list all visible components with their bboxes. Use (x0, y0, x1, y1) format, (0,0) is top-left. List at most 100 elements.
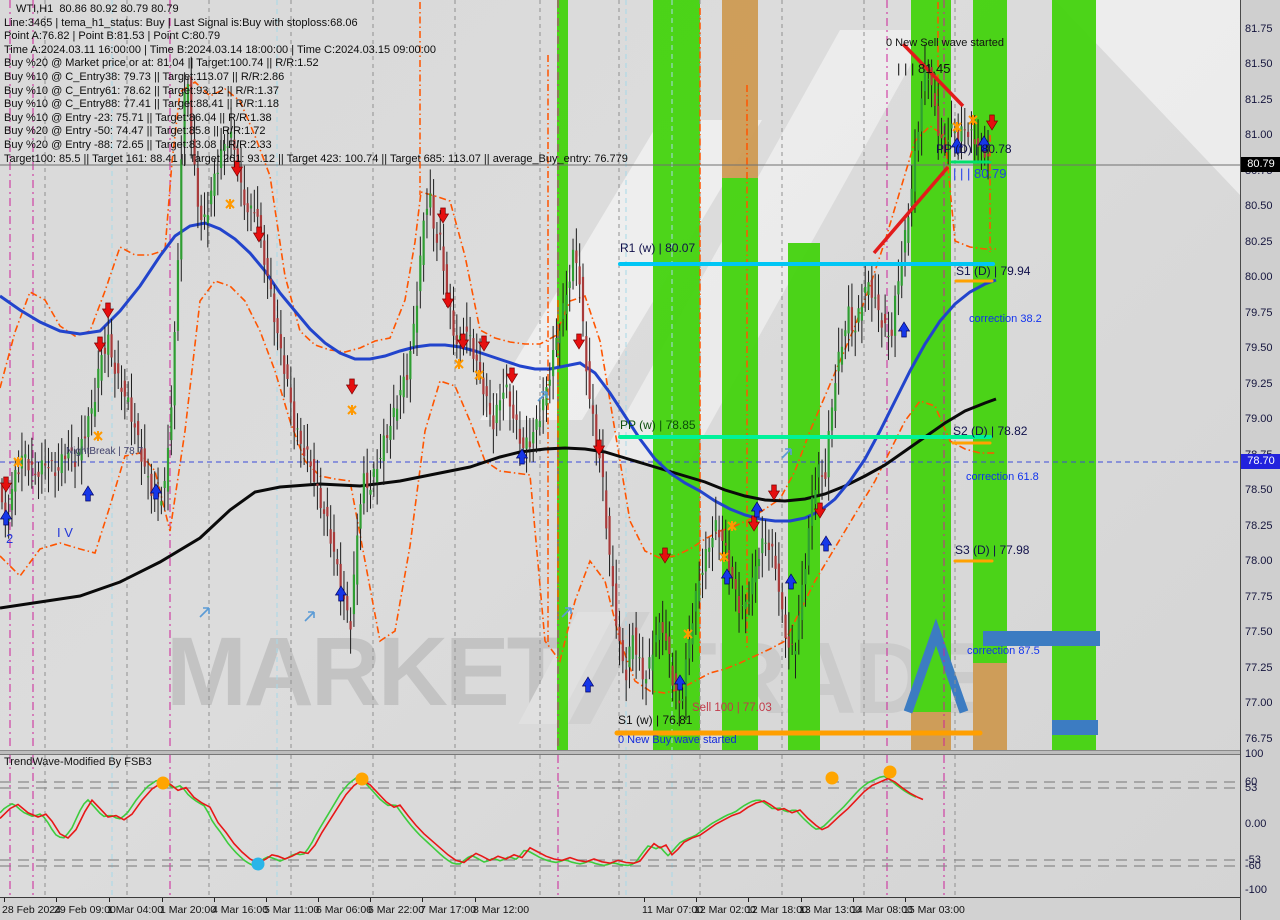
time-axis[interactable]: 28 Feb 2024 29 Feb 09:00 1 Mar 04:00 1 Mar … (0, 897, 1240, 920)
price-tick: 77.25 (1245, 662, 1273, 674)
indicator-tick: 60 (1245, 776, 1258, 788)
wave-peak-dot (156, 776, 170, 790)
panel-splitter[interactable] (0, 750, 1240, 755)
indicator-title: TrendWave-Modified By FSB3 (4, 756, 152, 768)
trendwave-indicator-panel[interactable] (0, 755, 1240, 897)
buy-arrow-icon (784, 573, 798, 590)
info-line: Buy %20 @ Market price or at: 81.04 || T… (4, 57, 319, 70)
wave-peak-dot (355, 772, 369, 786)
time-label: 5 Mar 11:00 (264, 904, 320, 916)
sell-arrow-icon (477, 335, 491, 352)
signal-band-tan (722, 0, 758, 178)
star-marker-icon (93, 431, 103, 441)
star-marker-icon (347, 405, 357, 415)
sell-arrow-icon (767, 484, 781, 501)
symbol-ohlc-line: WTI,H1 80.86 80.92 80.79 80.79 (16, 3, 179, 15)
sell-arrow-icon (230, 160, 244, 177)
buy-arrow-icon (673, 674, 687, 691)
envelope-lower-line (0, 280, 996, 694)
watermark-blue-bar (983, 631, 1100, 646)
time-label: 11 Mar 07:00 (642, 904, 704, 916)
chart-annotation: S2 (D) | 78.82 (953, 424, 1028, 438)
trendwave-red-line (0, 777, 924, 865)
time-label: 4 Mar 16:00 (212, 904, 269, 916)
sell-arrow-icon (572, 333, 586, 350)
time-label: 12 Mar 02:00 (694, 904, 756, 916)
time-tick (853, 898, 854, 902)
price-tick: 79.50 (1245, 342, 1273, 354)
main-chart[interactable] (0, 0, 1240, 750)
info-line: Time A:2024.03.11 16:00:00 | Time B:2024… (4, 43, 436, 56)
info-line: Buy %20 @ Entry -50: 74.47 || Target:85.… (4, 125, 266, 138)
info-line: Target100: 85.5 || Target 161: 88.41 || … (4, 152, 628, 165)
sell-arrow-icon (747, 515, 761, 532)
buy-arrow-icon (581, 676, 595, 693)
chart-annotation: 0 New Buy wave started (618, 734, 737, 746)
watermark-blue-bar (1052, 720, 1098, 735)
sell-arrow-icon (505, 367, 519, 384)
wave-trough-dot (251, 857, 265, 871)
info-line: Buy %10 @ C_Entry38: 79.73 || Target:113… (4, 70, 285, 83)
chart-annotation: 0 New Sell wave started (886, 37, 1004, 49)
time-tick (109, 898, 110, 902)
price-tick: 79.25 (1245, 378, 1273, 390)
price-tick: 77.75 (1245, 591, 1273, 603)
hollow-arrow-icon (561, 607, 572, 618)
time-tick (696, 898, 697, 902)
watermark-letter-a (903, 618, 969, 714)
wave-peak-dot (883, 765, 897, 779)
sell-arrow-icon (592, 439, 606, 456)
chart-annotation: S1 (D) | 79.94 (956, 264, 1031, 278)
price-scale[interactable]: 81.7581.5081.2581.0080.7580.5080.2580.00… (1240, 0, 1280, 920)
buy-arrow-icon (515, 448, 529, 465)
star-marker-icon (454, 359, 464, 369)
info-block: WTI,H1 80.86 80.92 80.79 80.79 Line:3465… (4, 3, 628, 166)
info-line: Point A:76.82 | Point B:81.53 | Point C:… (4, 30, 221, 43)
signal-band-green (557, 0, 568, 750)
price-tick: 79.00 (1245, 413, 1273, 425)
time-tick (801, 898, 802, 902)
elliott-leg-line (872, 165, 950, 255)
time-tick (56, 898, 57, 902)
price-tick: 80.25 (1245, 236, 1273, 248)
buy-arrow-icon (720, 568, 734, 585)
time-tick (748, 898, 749, 902)
time-label: 6 Mar 22:00 (368, 904, 425, 916)
sell-arrow-icon (436, 207, 450, 224)
chart-annotation: NightBreak | 78.7 (66, 446, 144, 457)
chart-annotation: correction 61.8 (966, 471, 1039, 483)
indicator-tick: 0.00 (1245, 818, 1267, 830)
indicator-tick: 100 (1245, 748, 1264, 760)
buy-arrow-icon (977, 135, 991, 152)
chart-annotation: Sell 100 | 77.03 (692, 702, 772, 714)
indicator-tick: -100 (1245, 884, 1268, 896)
star-marker-icon (13, 457, 23, 467)
time-tick (318, 898, 319, 902)
hollow-arrow-icon (304, 611, 315, 622)
indicator-tick: 53 (1245, 782, 1258, 794)
hollow-arrow-icon (781, 448, 792, 459)
wave-peak-dot (825, 771, 839, 785)
star-marker-icon (968, 115, 978, 125)
chart-annotation: S3 (D) | 77.98 (955, 543, 1030, 557)
price-tick: 78.50 (1245, 484, 1273, 496)
chart-annotation: | | | 81.45 (897, 61, 951, 76)
sell-arrow-icon (658, 547, 672, 564)
star-marker-icon (225, 199, 235, 209)
time-tick (644, 898, 645, 902)
buy-arrow-icon (950, 137, 964, 154)
price-tick: 81.75 (1245, 23, 1273, 35)
chart-annotation: PP (D) | 80.78 (936, 142, 1012, 156)
price-tick: 78.25 (1245, 520, 1273, 532)
sell-arrow-icon (93, 336, 107, 353)
sell-arrow-icon (813, 502, 827, 519)
time-label: 7 Mar 17:00 (420, 904, 477, 916)
price-tick: 76.75 (1245, 733, 1273, 745)
tema-ma-line (0, 221, 997, 523)
alert-level-box: 78.70 (1241, 454, 1280, 469)
time-label: 8 Mar 12:00 (473, 904, 530, 916)
time-label: 29 Feb 09:00 (54, 904, 116, 916)
slow-ma-line (0, 397, 997, 610)
indicator-tick: -60 (1245, 860, 1261, 872)
